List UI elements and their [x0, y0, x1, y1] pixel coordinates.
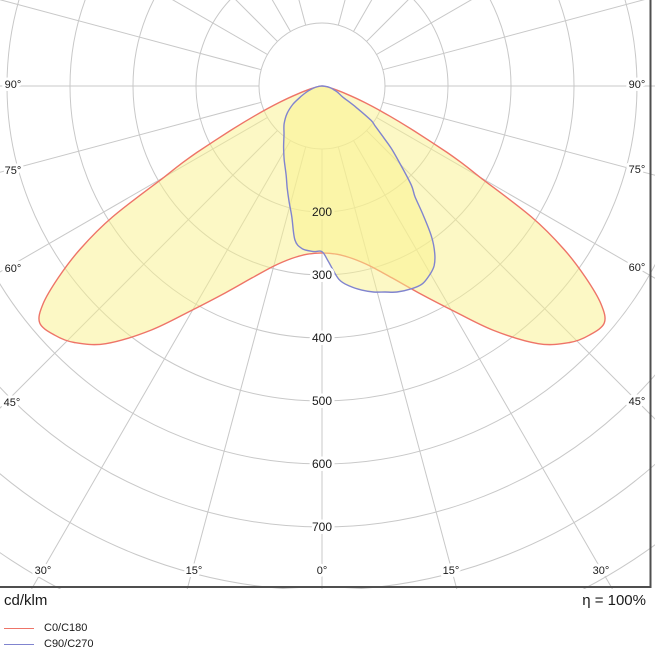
grid-ray-150 — [353, 0, 373, 32]
ring-label-600: 600 — [312, 457, 332, 471]
ring-label-400: 400 — [312, 331, 332, 345]
angle-label-8-30deg: 30° — [593, 565, 610, 577]
ring-label-500: 500 — [312, 394, 332, 408]
grid-ray--15 — [186, 146, 307, 589]
angle-label-4-30deg: 30° — [35, 565, 52, 577]
angle-label-5-15deg: 15° — [186, 565, 203, 577]
grid-ray-60 — [376, 117, 655, 279]
angle-label-6-0deg: 0° — [317, 565, 328, 577]
angle-label-1-75deg: 75° — [5, 165, 22, 177]
grid-ray-75 — [382, 101, 655, 176]
angle-label-9-45deg: 45° — [629, 396, 646, 408]
grid-ray--150 — [271, 0, 291, 32]
angle-label-10-60deg: 60° — [629, 262, 646, 274]
grid-ray-15 — [337, 146, 458, 589]
legend-line-c0-c180 — [4, 627, 34, 629]
legend-item-c90-c270: C90/C270 — [4, 636, 94, 652]
angle-label-0-90deg: 90° — [5, 79, 22, 91]
grid-ray-105 — [382, 0, 645, 71]
ring-label-700: 700 — [312, 520, 332, 534]
ring-label-200: 200 — [312, 205, 332, 219]
polar-chart: 200 300 400 500 600 700 90° 75° 60° 45° 30° 15° 0° 15… — [0, 0, 655, 589]
grid-ray--75 — [0, 101, 262, 173]
grid-ray--105 — [0, 0, 262, 71]
efficiency-label: η = 100% — [582, 592, 646, 609]
grid-ray--135 — [235, 0, 278, 42]
angle-label-3-45deg: 45° — [4, 397, 21, 409]
grid-ray--60 — [0, 117, 268, 273]
angle-label-2-60deg: 60° — [5, 263, 22, 275]
legend-label-c90-c270: C90/C270 — [44, 638, 94, 650]
grid-ray-165 — [337, 0, 346, 26]
legend: C0/C180 C90/C270 — [4, 620, 94, 652]
unit-label: cd/klm — [4, 592, 48, 609]
legend-line-c90-c270 — [4, 643, 34, 645]
grid-ray--165 — [298, 0, 307, 26]
angle-label-7-15deg: 15° — [443, 565, 460, 577]
angle-label-11-75deg: 75° — [629, 164, 646, 176]
ring-label-300: 300 — [312, 268, 332, 282]
legend-label-c0-c180: C0/C180 — [44, 622, 88, 634]
curve-c90-c270 — [282, 85, 436, 293]
legend-item-c0-c180: C0/C180 — [4, 620, 94, 636]
grid-ray--120 — [172, 0, 268, 55]
angle-label-12-90deg: 90° — [629, 79, 646, 91]
